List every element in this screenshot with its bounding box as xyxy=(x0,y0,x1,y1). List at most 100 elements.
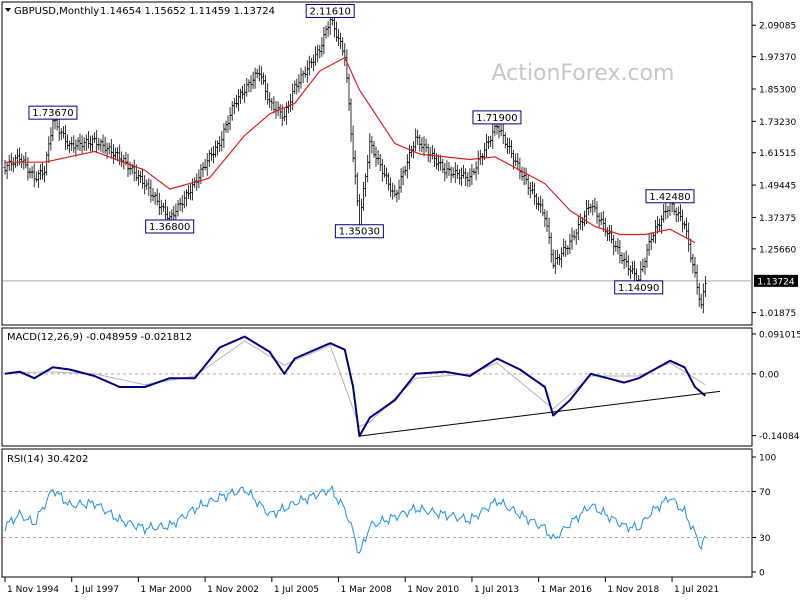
price-bar xyxy=(230,101,234,121)
price-bar xyxy=(143,175,147,195)
price-bar xyxy=(64,124,67,150)
price-bar xyxy=(89,135,92,152)
price-bar xyxy=(237,89,240,112)
price-bar xyxy=(524,167,528,185)
price-bar xyxy=(232,98,236,115)
price-bar xyxy=(685,217,689,239)
price-bar xyxy=(599,212,603,226)
price-bar xyxy=(309,58,313,68)
price-bar xyxy=(424,138,428,153)
price-bar xyxy=(430,145,434,160)
price-axis-tick-label-5: 1.49445 xyxy=(759,182,796,192)
price-bar xyxy=(86,131,90,149)
price-bar xyxy=(264,75,268,101)
x-axis-tick-label-9: 1 Nov 2018 xyxy=(607,585,659,595)
price-bar xyxy=(266,83,270,105)
price-bar xyxy=(214,140,217,158)
price-bar xyxy=(61,126,65,139)
x-axis-tick-label-7: 1 Jul 2013 xyxy=(474,585,519,595)
price-bar xyxy=(289,93,293,112)
rsi-panel-frame xyxy=(1,448,753,578)
price-bar xyxy=(628,265,632,279)
price-bar xyxy=(349,98,353,142)
price-bar xyxy=(84,134,88,151)
price-bar xyxy=(414,128,418,152)
price-bar xyxy=(393,184,397,198)
price-bar xyxy=(24,152,28,169)
price-bar xyxy=(522,167,526,186)
price-bar xyxy=(693,256,697,278)
price-bar xyxy=(239,88,243,104)
price-bar xyxy=(253,67,257,89)
price-bar xyxy=(101,134,105,154)
price-bar xyxy=(649,232,653,251)
price-bar xyxy=(689,238,693,263)
price-bar xyxy=(259,66,263,85)
price-bar xyxy=(145,179,149,190)
price-bar xyxy=(630,261,634,274)
price-bar xyxy=(468,168,472,187)
macd-panel-frame xyxy=(1,327,753,447)
price-bar xyxy=(36,170,40,188)
price-bar xyxy=(91,135,95,153)
price-bar xyxy=(560,247,564,268)
macd-axis-tick-label-1: 0.00 xyxy=(759,370,779,380)
price-bar xyxy=(380,159,384,182)
price-bar xyxy=(151,188,155,202)
price-bar xyxy=(226,115,230,133)
price-bar xyxy=(312,54,315,71)
price-bar xyxy=(549,232,553,263)
price-bar xyxy=(612,235,616,256)
price-bar xyxy=(460,167,463,187)
price-bar xyxy=(218,136,222,153)
annotation-label: 1.42480 xyxy=(649,192,690,203)
price-bar xyxy=(701,283,705,314)
price-bar xyxy=(645,243,649,268)
price-bar xyxy=(466,172,470,187)
price-bar xyxy=(518,157,522,180)
price-bar xyxy=(107,142,111,155)
price-bar xyxy=(176,200,180,217)
price-bar xyxy=(418,134,422,152)
price-bar xyxy=(299,67,303,89)
price-bar xyxy=(514,153,518,166)
price-bar xyxy=(109,139,113,159)
annotation-label: 1.36800 xyxy=(149,222,190,233)
price-bar xyxy=(405,154,409,179)
price-bar xyxy=(603,217,607,237)
x-axis-tick-label-6: 1 Nov 2010 xyxy=(407,585,459,595)
price-bar xyxy=(451,167,455,179)
price-bar xyxy=(228,107,232,131)
price-bar xyxy=(320,37,324,57)
price-bar xyxy=(7,154,11,171)
price-bar xyxy=(316,44,320,63)
price-bar xyxy=(43,165,47,183)
price-bar xyxy=(503,132,507,149)
price-bar xyxy=(593,197,597,213)
ohlc-values: 1.14654 1.15652 1.11459 1.13724 xyxy=(100,6,275,17)
price-bar xyxy=(610,225,614,244)
price-bar xyxy=(366,154,370,183)
price-bar xyxy=(574,228,578,245)
x-axis-tick-label-0: 1 Nov 1994 xyxy=(7,585,59,595)
annotation-box xyxy=(614,280,664,295)
macd-trendline xyxy=(359,390,721,437)
price-axis-tick-label-0: 2.09085 xyxy=(759,22,796,32)
price-bar xyxy=(99,138,103,152)
price-axis-tick-label-3: 1.73230 xyxy=(759,118,796,128)
rsi-title: RSI(14) 30.4202 xyxy=(7,454,88,465)
price-bar xyxy=(155,188,159,206)
price-bar xyxy=(681,209,684,233)
price-bar xyxy=(370,136,374,154)
price-bar xyxy=(136,170,140,186)
price-bar xyxy=(16,148,19,167)
price-bar xyxy=(703,276,707,297)
price-bar xyxy=(687,222,691,252)
price-bar xyxy=(20,153,24,169)
annotation-box xyxy=(645,189,695,204)
price-bar xyxy=(153,192,157,205)
price-bar xyxy=(209,147,213,161)
price-bar xyxy=(274,101,278,119)
rsi-axis-tick-label-3: 0 xyxy=(759,569,765,579)
price-bar xyxy=(545,210,549,232)
